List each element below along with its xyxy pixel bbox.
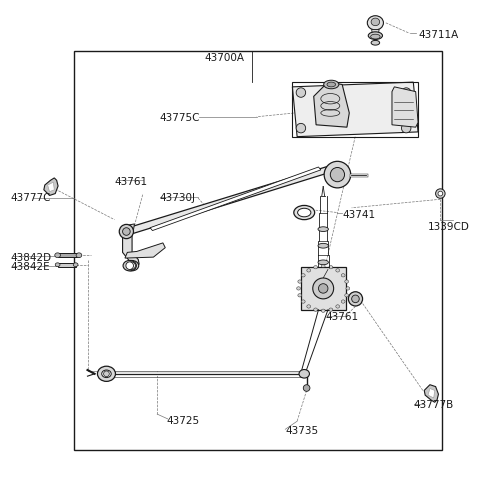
Ellipse shape <box>329 308 333 311</box>
Ellipse shape <box>371 40 380 45</box>
Polygon shape <box>124 224 134 230</box>
Polygon shape <box>300 267 346 310</box>
Ellipse shape <box>345 294 348 297</box>
Text: 43700A: 43700A <box>204 54 245 64</box>
Ellipse shape <box>297 287 300 290</box>
Ellipse shape <box>327 82 336 87</box>
Ellipse shape <box>124 260 139 271</box>
Circle shape <box>438 191 443 196</box>
Ellipse shape <box>298 294 301 297</box>
Ellipse shape <box>73 263 78 267</box>
Ellipse shape <box>301 274 305 277</box>
Polygon shape <box>44 178 58 196</box>
Ellipse shape <box>336 269 339 272</box>
Circle shape <box>122 228 130 235</box>
Text: 1339CD: 1339CD <box>428 222 469 232</box>
Ellipse shape <box>307 269 311 272</box>
Text: 43730J: 43730J <box>159 193 195 203</box>
Polygon shape <box>122 229 139 264</box>
Ellipse shape <box>321 265 325 268</box>
Text: 43741: 43741 <box>342 210 375 220</box>
Ellipse shape <box>329 266 333 269</box>
Polygon shape <box>314 82 349 127</box>
Ellipse shape <box>298 280 301 283</box>
Ellipse shape <box>336 305 339 308</box>
Polygon shape <box>58 263 76 267</box>
Ellipse shape <box>314 308 317 311</box>
Ellipse shape <box>301 300 305 303</box>
Text: 43735: 43735 <box>285 426 318 436</box>
Bar <box>74 51 442 450</box>
Ellipse shape <box>346 287 350 290</box>
Ellipse shape <box>318 243 328 248</box>
Circle shape <box>313 278 334 299</box>
Circle shape <box>296 88 306 97</box>
Polygon shape <box>58 254 79 257</box>
Circle shape <box>126 262 133 269</box>
Ellipse shape <box>298 208 311 217</box>
Ellipse shape <box>123 260 136 271</box>
Text: 43777C: 43777C <box>10 193 51 203</box>
Circle shape <box>348 292 362 306</box>
Circle shape <box>352 295 359 303</box>
Circle shape <box>318 284 328 293</box>
Ellipse shape <box>76 253 82 257</box>
Circle shape <box>436 189 445 198</box>
Circle shape <box>128 262 135 269</box>
Ellipse shape <box>341 274 345 277</box>
Circle shape <box>296 123 306 133</box>
Ellipse shape <box>299 370 310 378</box>
Text: 43725: 43725 <box>167 416 200 426</box>
Ellipse shape <box>314 266 317 269</box>
Text: 43842D: 43842D <box>10 253 51 263</box>
Ellipse shape <box>55 263 60 267</box>
Ellipse shape <box>341 300 345 303</box>
Ellipse shape <box>367 16 384 30</box>
Ellipse shape <box>102 370 111 377</box>
Ellipse shape <box>368 32 383 40</box>
Ellipse shape <box>97 366 116 381</box>
Ellipse shape <box>307 305 311 308</box>
Polygon shape <box>150 167 321 230</box>
Polygon shape <box>48 182 54 192</box>
Text: 43775C: 43775C <box>159 113 200 123</box>
Polygon shape <box>129 164 340 235</box>
Ellipse shape <box>55 253 60 257</box>
Text: 43761: 43761 <box>115 177 148 187</box>
Circle shape <box>330 167 345 182</box>
Polygon shape <box>424 385 438 402</box>
Circle shape <box>324 161 351 188</box>
Ellipse shape <box>371 34 380 39</box>
Circle shape <box>119 225 133 239</box>
Ellipse shape <box>318 260 328 265</box>
Circle shape <box>104 371 109 376</box>
Polygon shape <box>292 82 418 137</box>
Circle shape <box>401 123 411 133</box>
Bar <box>292 82 418 137</box>
Polygon shape <box>392 87 418 127</box>
Circle shape <box>401 88 411 97</box>
Polygon shape <box>372 29 379 34</box>
Text: 43711A: 43711A <box>418 30 458 40</box>
Circle shape <box>303 385 310 391</box>
Polygon shape <box>125 243 165 258</box>
Ellipse shape <box>318 227 328 231</box>
Polygon shape <box>428 388 435 398</box>
Text: 43761: 43761 <box>325 312 359 322</box>
Ellipse shape <box>321 309 325 312</box>
Text: 43842E: 43842E <box>10 262 50 272</box>
Text: 43777B: 43777B <box>413 400 454 410</box>
Ellipse shape <box>294 205 315 220</box>
Ellipse shape <box>345 280 348 283</box>
Ellipse shape <box>371 18 380 26</box>
Ellipse shape <box>324 80 339 89</box>
